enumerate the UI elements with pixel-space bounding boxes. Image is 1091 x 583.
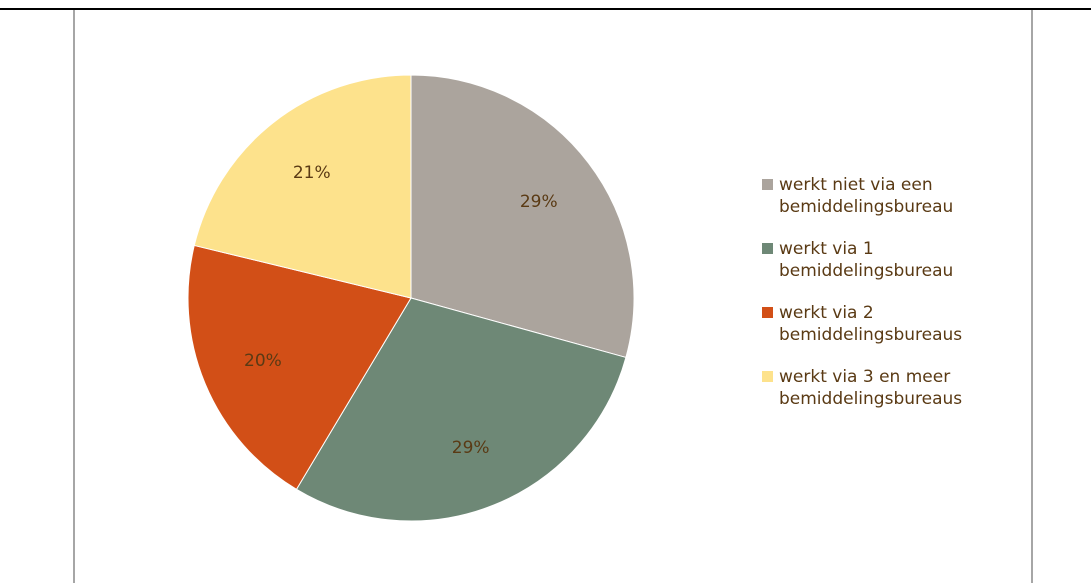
pie-data-labels: 29% 29% 20% 21% — [244, 163, 558, 458]
legend-label: werkt via 2 bemiddelingsbureaus — [779, 303, 963, 345]
data-label-1: 29% — [452, 438, 490, 458]
pie-slices — [187, 74, 635, 522]
frame-left-border — [73, 10, 75, 583]
legend-swatch — [762, 371, 773, 382]
data-label-niet: 29% — [520, 192, 558, 212]
legend-item-3: werkt via 3 en meer bemiddelingsbureaus — [762, 366, 1019, 410]
legend-label: werkt via 1 bemiddelingsbureau — [779, 239, 954, 281]
legend-swatch — [762, 179, 773, 190]
legend-item-niet: werkt niet via een bemiddelingsbureau — [762, 174, 1019, 218]
legend-swatch — [762, 243, 773, 254]
legend-label: werkt niet via een bemiddelingsbureau — [779, 175, 954, 217]
legend-swatch — [762, 307, 773, 318]
data-label-2: 20% — [244, 351, 282, 371]
frame-right-border — [1031, 10, 1033, 583]
pie-slice-1 — [295, 297, 627, 522]
legend-item-1: werkt via 1 bemiddelingsbureau — [762, 238, 1019, 282]
pie-slice-3 — [193, 74, 412, 299]
top-rule — [0, 8, 1091, 10]
data-label-3: 21% — [293, 163, 331, 183]
pie-slice-2 — [187, 244, 412, 491]
pie-slice-niet — [410, 74, 635, 359]
legend-label: werkt via 3 en meer bemiddelingsbureaus — [779, 367, 963, 409]
legend: werkt niet via een bemiddelingsbureau we… — [762, 174, 1022, 430]
legend-item-2: werkt via 2 bemiddelingsbureaus — [762, 302, 1019, 346]
